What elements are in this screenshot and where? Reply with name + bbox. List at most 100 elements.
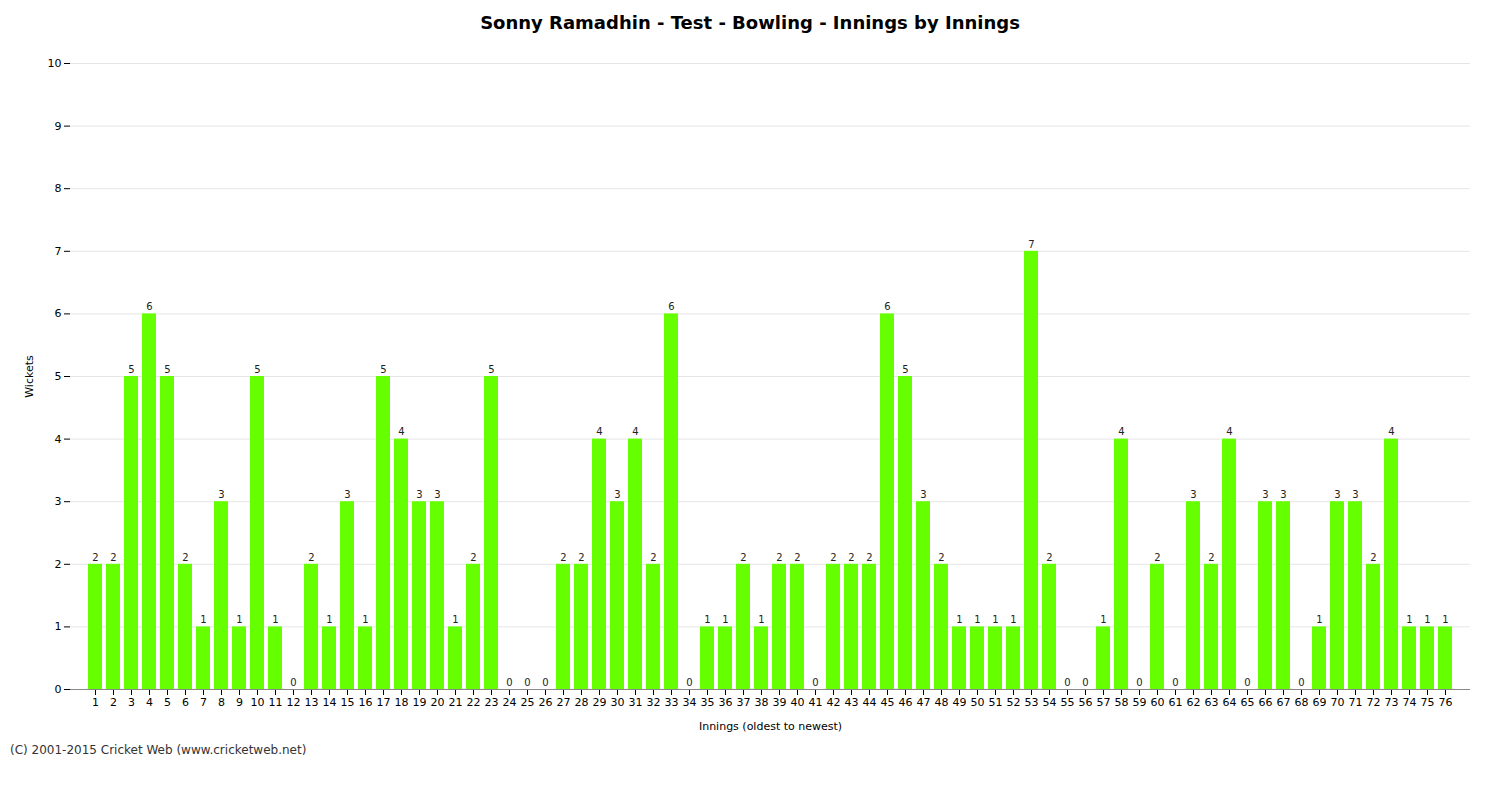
svg-text:1: 1 [974,614,980,625]
svg-text:1: 1 [1100,614,1106,625]
svg-text:3: 3 [434,489,440,500]
svg-text:7: 7 [1028,239,1034,250]
svg-text:6: 6 [146,301,152,312]
svg-text:3: 3 [1190,489,1196,500]
svg-text:10: 10 [251,696,265,709]
svg-text:2: 2 [650,552,656,563]
svg-text:2: 2 [866,552,872,563]
svg-text:9: 9 [236,696,243,709]
svg-text:62: 62 [1187,696,1201,709]
svg-text:9: 9 [55,120,62,133]
svg-text:55: 55 [1061,696,1075,709]
svg-text:1: 1 [55,620,62,633]
svg-text:41: 41 [809,696,823,709]
svg-text:49: 49 [953,696,967,709]
svg-text:1: 1 [758,614,764,625]
svg-text:1: 1 [272,614,278,625]
svg-text:3: 3 [128,696,135,709]
svg-text:32: 32 [647,696,661,709]
svg-text:2: 2 [110,552,116,563]
svg-text:6: 6 [884,301,890,312]
svg-text:2: 2 [830,552,836,563]
svg-text:17: 17 [377,696,391,709]
svg-text:1: 1 [1010,614,1016,625]
svg-text:67: 67 [1277,696,1291,709]
svg-text:50: 50 [971,696,985,709]
svg-text:1: 1 [1316,614,1322,625]
svg-text:11: 11 [269,696,283,709]
svg-text:4: 4 [632,426,638,437]
svg-text:5: 5 [128,364,134,375]
svg-text:2: 2 [776,552,782,563]
svg-text:0: 0 [812,677,818,688]
svg-text:0: 0 [524,677,530,688]
svg-text:66: 66 [1259,696,1273,709]
svg-text:6: 6 [182,696,189,709]
svg-text:39: 39 [773,696,787,709]
svg-text:18: 18 [395,696,409,709]
svg-text:2: 2 [1208,552,1214,563]
svg-text:3: 3 [920,489,926,500]
svg-text:68: 68 [1295,696,1309,709]
svg-text:0: 0 [686,677,692,688]
svg-text:1: 1 [326,614,332,625]
svg-text:2: 2 [182,552,188,563]
svg-text:2: 2 [92,552,98,563]
svg-text:60: 60 [1151,696,1165,709]
svg-text:29: 29 [593,696,607,709]
svg-text:14: 14 [323,696,337,709]
svg-text:0: 0 [1082,677,1088,688]
svg-text:43: 43 [845,696,859,709]
svg-text:15: 15 [341,696,355,709]
svg-text:63: 63 [1205,696,1219,709]
svg-text:1: 1 [236,614,242,625]
svg-text:3: 3 [344,489,350,500]
svg-text:0: 0 [1298,677,1304,688]
svg-text:48: 48 [935,696,949,709]
svg-text:30: 30 [611,696,625,709]
svg-text:51: 51 [989,696,1003,709]
svg-text:1: 1 [992,614,998,625]
svg-text:2: 2 [1370,552,1376,563]
svg-text:0: 0 [1136,677,1142,688]
svg-text:3: 3 [1352,489,1358,500]
svg-text:0: 0 [1244,677,1250,688]
svg-text:5: 5 [55,370,62,383]
svg-text:6: 6 [668,301,674,312]
svg-text:45: 45 [881,696,895,709]
svg-text:5: 5 [902,364,908,375]
svg-text:22: 22 [467,696,481,709]
svg-text:35: 35 [701,696,715,709]
svg-text:3: 3 [614,489,620,500]
svg-text:57: 57 [1097,696,1111,709]
svg-text:2: 2 [55,558,62,571]
svg-text:3: 3 [1280,489,1286,500]
svg-text:76: 76 [1439,696,1453,709]
svg-text:4: 4 [398,426,404,437]
svg-text:1: 1 [362,614,368,625]
svg-text:70: 70 [1331,696,1345,709]
svg-text:33: 33 [665,696,679,709]
svg-text:5: 5 [254,364,260,375]
svg-text:71: 71 [1349,696,1363,709]
svg-text:23: 23 [485,696,499,709]
svg-text:72: 72 [1367,696,1381,709]
svg-text:61: 61 [1169,696,1183,709]
svg-text:59: 59 [1133,696,1147,709]
svg-text:3: 3 [416,489,422,500]
svg-text:52: 52 [1007,696,1021,709]
svg-text:8: 8 [55,182,62,195]
svg-text:5: 5 [488,364,494,375]
svg-text:4: 4 [1226,426,1232,437]
svg-text:1: 1 [1442,614,1448,625]
svg-text:44: 44 [863,696,877,709]
svg-text:Wickets: Wickets [23,355,36,398]
svg-text:1: 1 [722,614,728,625]
svg-text:0: 0 [1172,677,1178,688]
svg-text:21: 21 [449,696,463,709]
svg-text:28: 28 [575,696,589,709]
svg-text:1: 1 [200,614,206,625]
svg-text:69: 69 [1313,696,1327,709]
svg-text:12: 12 [287,696,301,709]
svg-text:0: 0 [1064,677,1070,688]
